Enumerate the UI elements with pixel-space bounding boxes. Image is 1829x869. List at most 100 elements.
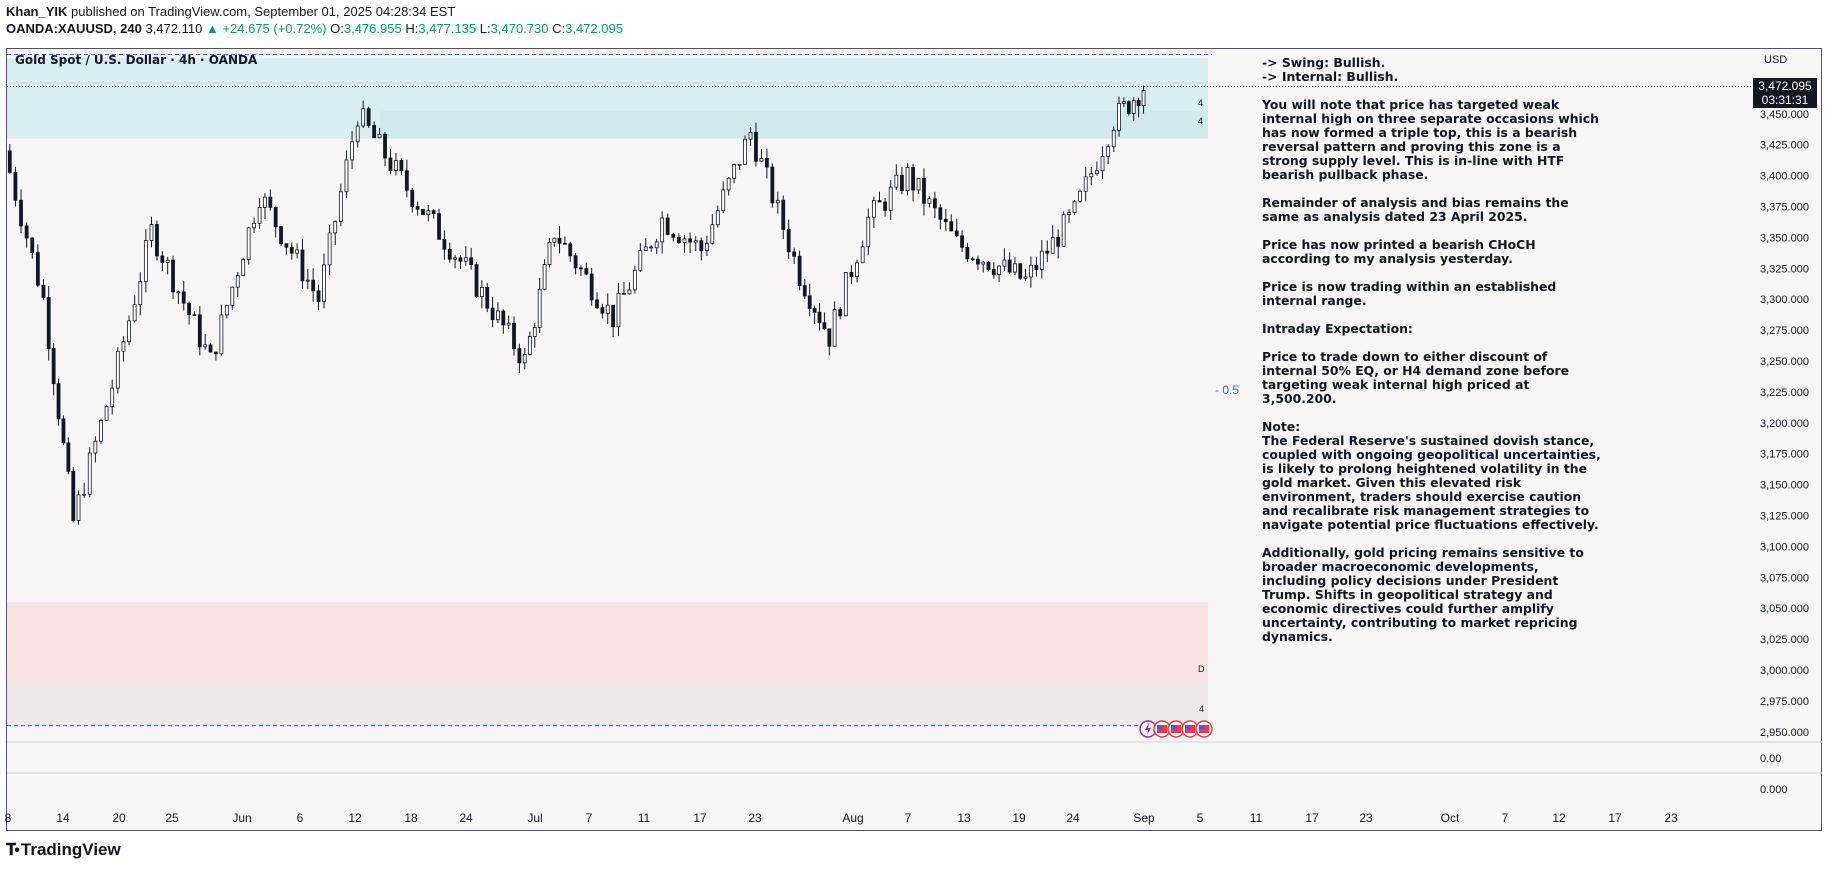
time-tick-label: Oct	[1441, 811, 1460, 825]
candle-body	[295, 249, 300, 254]
price-tick-label: 2,975.000	[1760, 696, 1809, 708]
candle	[710, 214, 715, 245]
time-tick-label: Jun	[232, 811, 251, 825]
candle-body	[490, 307, 495, 321]
candle-body	[797, 255, 802, 286]
candle-body	[61, 418, 66, 444]
zone-demand-lower	[7, 682, 1208, 726]
candle-body	[542, 264, 547, 290]
candle	[388, 148, 393, 175]
candle	[1078, 189, 1082, 203]
candle-body	[638, 250, 643, 271]
candle-body	[1039, 250, 1044, 270]
candle-body	[1141, 90, 1146, 107]
candle	[447, 242, 452, 263]
candle	[822, 312, 827, 330]
candle-body	[1106, 146, 1111, 157]
candle	[976, 255, 980, 271]
candle	[350, 130, 354, 169]
candle	[693, 236, 698, 252]
candle-body	[327, 232, 332, 266]
price-tick-label: 3,300.000	[1760, 294, 1809, 306]
candle	[699, 237, 704, 261]
candle-body	[404, 170, 409, 191]
time-tick-label: 23	[1664, 811, 1678, 825]
candle-body	[273, 206, 278, 228]
candle	[230, 286, 235, 310]
us-flag-event-icon	[1181, 720, 1199, 738]
candle	[93, 436, 98, 463]
candle	[1050, 225, 1055, 254]
analysis-p8: Additionally, gold pricing remains sensi…	[1262, 545, 1584, 644]
analysis-p3: Price has now printed a bearish CHoCH ac…	[1262, 237, 1536, 266]
candle-body	[764, 158, 769, 168]
zones-layer	[7, 58, 1208, 726]
candle-body	[888, 186, 893, 211]
candle	[338, 183, 343, 227]
candle	[660, 211, 665, 254]
tradingview-mark-icon: 𝐓•	[6, 842, 20, 859]
open-label: O:	[330, 21, 344, 36]
candle	[932, 191, 937, 218]
candle-body	[682, 238, 687, 244]
candle	[121, 336, 126, 362]
candle	[1067, 209, 1071, 223]
candle	[463, 246, 468, 266]
bias-swing: -> Swing: Bullish.	[1262, 55, 1386, 70]
candle-body	[431, 210, 436, 215]
price-tick-label: 3,225.000	[1760, 387, 1809, 399]
candle-body	[552, 237, 557, 243]
price-tick-label: 3,000.000	[1760, 665, 1809, 677]
price-change: ▲ +24.675 (+0.72%)	[205, 21, 327, 36]
candle-body	[394, 159, 398, 171]
candle-body	[485, 287, 490, 309]
candle	[838, 307, 843, 320]
candle	[916, 178, 921, 194]
candle-body	[1122, 101, 1126, 104]
candle	[770, 163, 775, 208]
candle-body	[827, 328, 832, 347]
candle	[372, 121, 377, 139]
price-tick-label: 3,425.000	[1760, 140, 1809, 152]
analysis-note[interactable]: -> Swing: Bullish. -> Internal: Bullish.…	[1262, 56, 1602, 658]
candle	[490, 296, 495, 328]
price-tick-label: 3,025.000	[1760, 634, 1809, 646]
candle	[1131, 97, 1136, 121]
candle	[1136, 97, 1141, 118]
tradingview-logo[interactable]: 𝐓• TradingView	[6, 840, 121, 860]
symbol-label[interactable]: OANDA:XAUUSD, 240	[6, 21, 142, 36]
candle-body	[748, 132, 753, 140]
candle	[1089, 167, 1094, 186]
candle	[316, 284, 321, 311]
candle-body	[611, 304, 615, 328]
candle	[289, 242, 294, 260]
candle	[327, 225, 332, 276]
time-tick-label: 24	[1066, 811, 1080, 825]
author-name[interactable]: Khan_YIK	[6, 4, 68, 19]
candle	[426, 204, 431, 222]
currency-label[interactable]: USD	[1764, 54, 1788, 66]
candle-body	[770, 166, 775, 204]
candle	[562, 236, 567, 245]
candle-body	[557, 237, 562, 244]
last-price: 3,472.110	[145, 21, 203, 36]
time-tick-label: 19	[1012, 811, 1026, 825]
time-tick-label: Jul	[527, 811, 542, 825]
candle	[1083, 166, 1088, 202]
candle	[279, 225, 283, 246]
candle-body	[1067, 212, 1071, 216]
candle	[219, 304, 224, 356]
candles-layer	[7, 85, 1146, 525]
candle-body	[284, 243, 289, 248]
candle	[981, 260, 986, 273]
candle	[817, 303, 822, 331]
candle-body	[415, 206, 420, 210]
candle-body	[187, 302, 191, 316]
candle	[595, 292, 599, 309]
candle	[82, 482, 87, 498]
candle	[721, 181, 726, 214]
candle	[1141, 85, 1146, 114]
candle	[802, 279, 807, 299]
analysis-p2: Remainder of analysis and bias remains t…	[1262, 195, 1569, 224]
